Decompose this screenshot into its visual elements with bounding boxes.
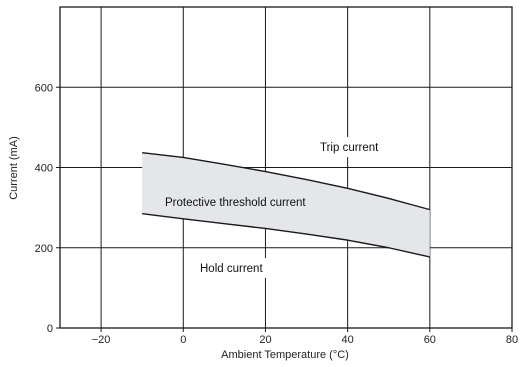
hold-current-label: Hold current: [200, 263, 263, 275]
y-axis-ticks: 0 200 400 600: [35, 82, 60, 335]
y-axis-label: Current (mA): [8, 136, 20, 200]
x-tick-label: 0: [180, 334, 186, 346]
x-axis-label: Ambient Temperature (°C): [221, 349, 349, 361]
y-tick-label: 200: [35, 243, 53, 255]
trip-current-label-background: [316, 137, 392, 157]
x-tick-label: 60: [424, 334, 436, 346]
x-tick-label: 40: [342, 334, 354, 346]
x-axis-ticks: −20 0 20 40 60 80: [92, 328, 518, 346]
x-tick-label: −20: [92, 334, 111, 346]
band-label: Protective threshold current: [165, 197, 306, 209]
y-tick-label: 0: [47, 323, 53, 335]
x-tick-label: 20: [259, 334, 271, 346]
hold-current-label-background: [196, 258, 274, 278]
hold-current-line: [142, 212, 430, 258]
band-label-background: [158, 191, 333, 212]
y-tick-label: 600: [35, 82, 53, 94]
y-tick-label: 400: [35, 163, 53, 175]
x-tick-label: 80: [506, 334, 518, 346]
grid-lines: [60, 7, 512, 328]
trip-current-label: Trip current: [320, 142, 379, 154]
series-lines: [142, 151, 431, 258]
trip-current-line: [142, 151, 431, 211]
